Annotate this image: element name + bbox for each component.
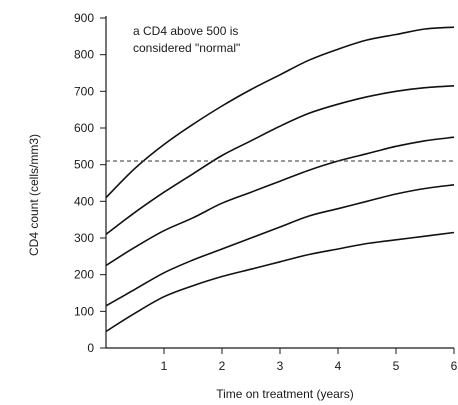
annotation-line-2: considered "normal" <box>133 41 240 55</box>
annotation-line-1: a CD4 above 500 is <box>133 24 238 38</box>
y-tick-label-300: 300 <box>74 231 94 245</box>
y-tick-label-600: 600 <box>74 121 94 135</box>
y-tick-label-200: 200 <box>74 268 94 282</box>
y-tick-label-700: 700 <box>74 84 94 98</box>
x-tick-label-4: 4 <box>335 359 342 373</box>
y-axis-ticks: 0 100 200 300 400 500 600 700 800 900 <box>74 11 106 355</box>
y-tick-label-0: 0 <box>87 341 94 355</box>
series-line-4 <box>105 184 455 307</box>
x-tick-label-2: 2 <box>219 359 226 373</box>
x-tick-label-5: 5 <box>393 359 400 373</box>
y-tick-label-900: 900 <box>74 11 94 25</box>
series-line-1 <box>105 26 455 199</box>
y-tick-label-500: 500 <box>74 158 94 172</box>
x-axis-title: Time on treatment (years) <box>216 387 354 401</box>
y-tick-label-800: 800 <box>74 48 94 62</box>
y-axis-title: CD4 count (cells/mm3) <box>27 134 41 256</box>
series-line-3 <box>105 136 455 267</box>
x-tick-label-6: 6 <box>451 359 458 373</box>
x-tick-label-1: 1 <box>161 359 168 373</box>
series-layer <box>105 26 455 333</box>
series-line-5 <box>105 231 455 333</box>
y-tick-label-100: 100 <box>74 304 94 318</box>
x-tick-label-3: 3 <box>277 359 284 373</box>
y-tick-label-400: 400 <box>74 194 94 208</box>
series-line-2 <box>105 85 455 235</box>
x-axis-ticks: 1 2 3 4 5 6 <box>161 348 458 373</box>
